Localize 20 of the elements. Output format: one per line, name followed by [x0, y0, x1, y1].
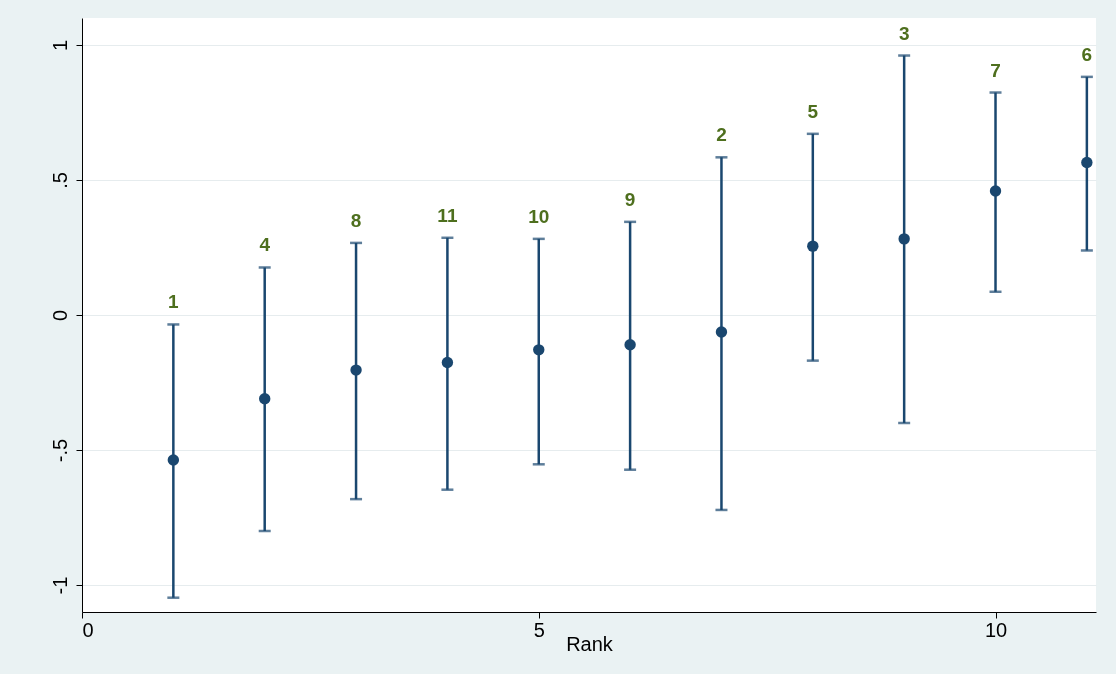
y-tick-label: .5	[48, 172, 71, 189]
y-tick-label: 0	[48, 309, 71, 322]
x-axis-title: Rank	[566, 632, 614, 655]
x-tick-label: 10	[984, 618, 1008, 641]
annotation: 5	[807, 100, 819, 122]
annotation: 3	[898, 22, 910, 44]
annotation: 2	[716, 124, 727, 146]
annotation: 10	[528, 205, 550, 227]
x-tick-label: 0	[82, 618, 94, 641]
annotation: 1	[168, 291, 180, 313]
annotation: 11	[437, 204, 458, 226]
y-tick-label: -.5	[48, 438, 71, 463]
x-tick-label: 5	[533, 618, 545, 641]
annotation: 7	[990, 59, 1001, 81]
annotation: 9	[624, 188, 636, 210]
annotation: 4	[259, 234, 271, 256]
annotation: 6	[1081, 43, 1093, 65]
y-tick-label: 1	[48, 39, 71, 52]
y-tick-label: -1	[48, 576, 71, 595]
annotation: 8	[350, 209, 362, 231]
